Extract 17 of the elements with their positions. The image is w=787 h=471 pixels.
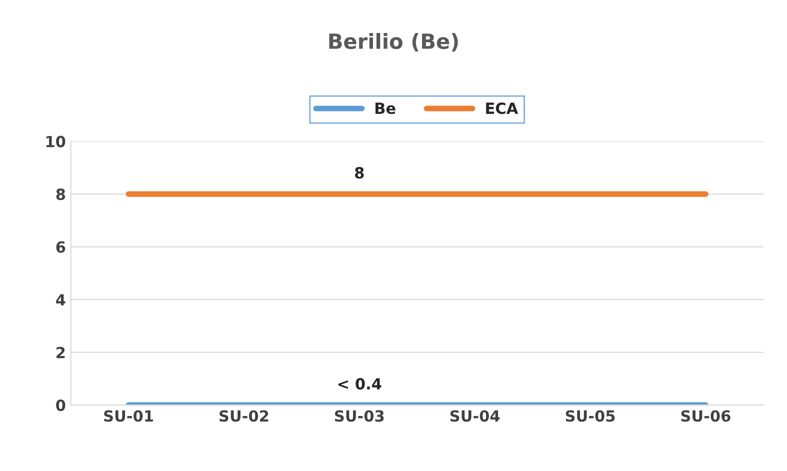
chart-title: Berilio (Be) [329,32,458,52]
x-tick-label: SU-06 [681,410,730,422]
y-tick-label: 6 [56,241,66,253]
x-tick-label: SU-02 [220,410,268,422]
legend-label: ECA [486,102,518,114]
x-tick-label: SU-03 [334,410,384,422]
data-label: < 0.4 [338,378,382,390]
y-tick-label: 0 [56,400,66,412]
x-tick-label: SU-05 [566,410,615,422]
x-tick-label: SU-04 [450,410,500,422]
legend-label: Be [375,102,396,114]
y-tick-label: 2 [56,346,65,358]
data-label: 8 [355,167,364,179]
y-tick-label: 4 [56,294,66,306]
x-tick-label: SU-01 [104,410,153,422]
y-tick-label: 8 [56,188,66,200]
y-tick-label: 10 [46,136,66,148]
